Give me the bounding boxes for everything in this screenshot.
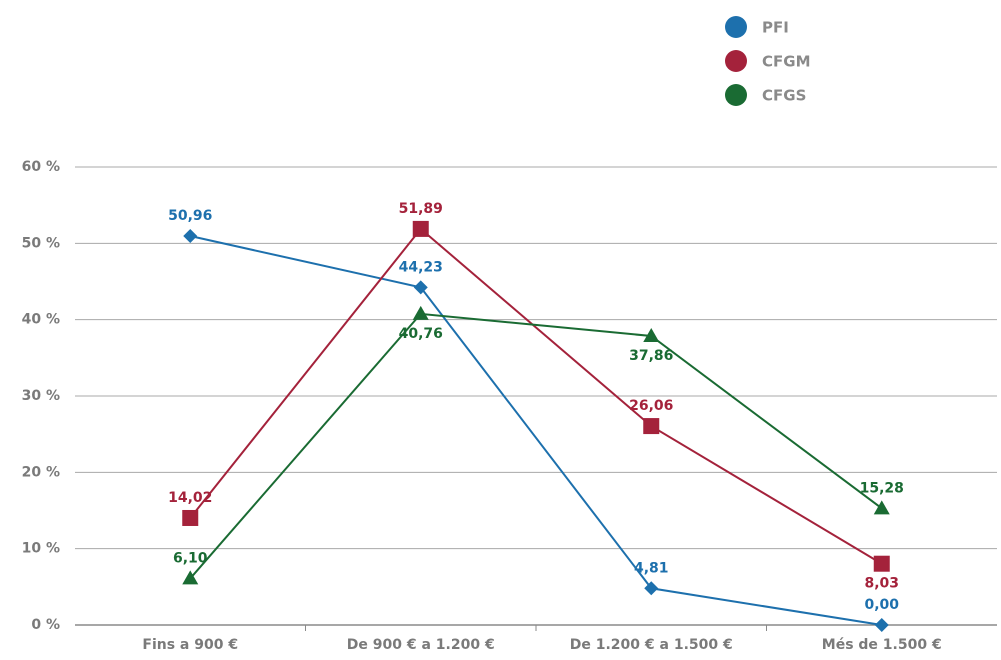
data-label: 50,96 (168, 208, 212, 224)
data-label: 37,86 (629, 348, 673, 364)
data-label: 44,23 (399, 259, 443, 275)
data-label: 51,89 (399, 201, 443, 217)
marker (412, 220, 429, 237)
marker (643, 328, 660, 343)
legend-label: CFGS (762, 87, 806, 105)
line (189, 312, 883, 580)
data-label: 4,81 (634, 560, 669, 576)
marker (183, 229, 198, 244)
x-tick-label: Fins a 900 € (142, 637, 238, 653)
legend-label: PFI (762, 19, 789, 37)
legend-swatch (725, 84, 747, 106)
marker (643, 418, 660, 435)
marker (412, 305, 429, 320)
data-label: 15,28 (860, 480, 904, 496)
data-label: 40,76 (399, 326, 443, 342)
y-tick-label: 30 % (22, 388, 60, 404)
y-tick-label: 40 % (22, 312, 60, 328)
data-label: 26,06 (629, 398, 673, 414)
marker (873, 500, 890, 515)
y-tick-label: 0 % (31, 617, 60, 633)
marker (874, 618, 889, 632)
data-label: 14,02 (168, 490, 212, 506)
x-tick-label: De 1.200 € a 1.500 € (570, 637, 733, 653)
legend-swatch (725, 50, 747, 72)
x-tick-label: De 900 € a 1.200 € (347, 637, 495, 653)
y-tick-label: 60 % (22, 159, 60, 175)
marker (182, 509, 199, 526)
y-tick-label: 20 % (22, 464, 60, 480)
marker (644, 581, 659, 596)
marker (413, 280, 428, 295)
y-tick-label: 10 % (22, 541, 60, 557)
line (190, 235, 882, 626)
x-tick-label: Més de 1.500 € (822, 637, 942, 653)
legend-swatch (725, 16, 747, 38)
line (189, 227, 883, 565)
y-tick-label: 50 % (22, 235, 60, 251)
marker (873, 555, 890, 572)
data-label: 0,00 (864, 597, 899, 613)
legend-label: CFGM (762, 53, 811, 71)
data-label: 6,10 (173, 550, 208, 566)
marker (182, 570, 199, 585)
data-label: 8,03 (864, 576, 899, 592)
